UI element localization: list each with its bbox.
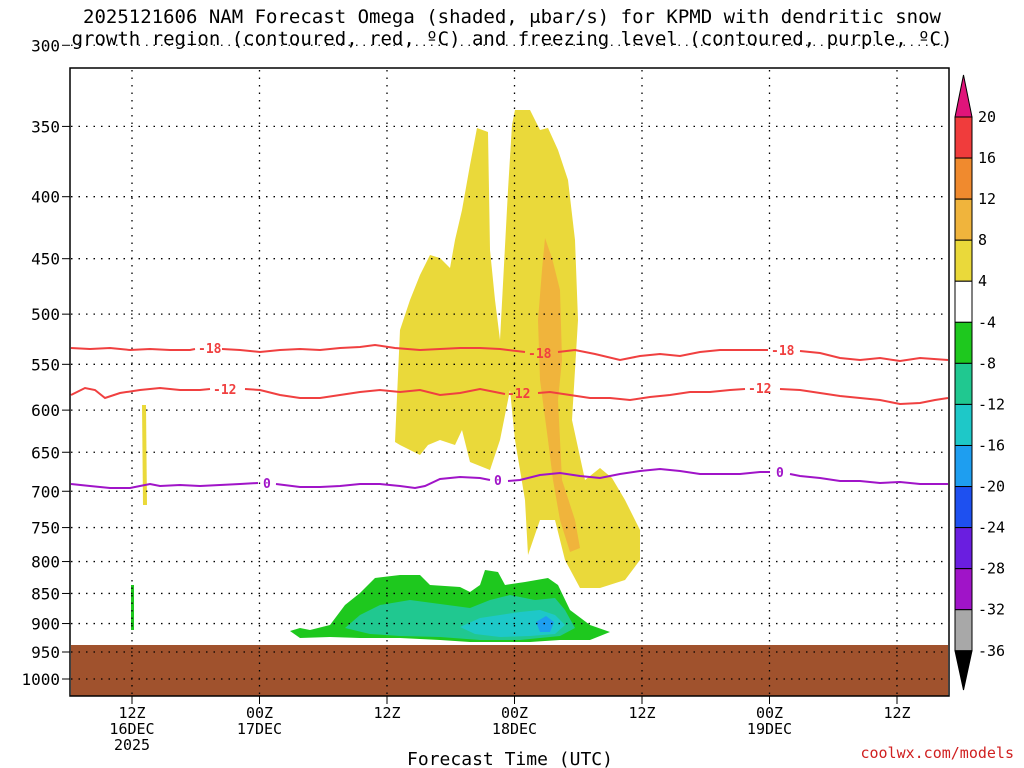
x-tick-label: 12Z bbox=[628, 704, 655, 722]
colorbar-swatch bbox=[954, 609, 973, 652]
x-tick-label: 2025 bbox=[114, 736, 150, 754]
title-line-1: 2025121606 NAM Forecast Omega (shaded, μ… bbox=[83, 6, 941, 28]
omega-positive-small bbox=[142, 405, 147, 505]
isotherm-label-zero-c: 0 bbox=[776, 466, 784, 481]
y-tick-label: 300 bbox=[31, 36, 60, 55]
isotherm-label-minus-18-c: -18 bbox=[771, 344, 795, 359]
ground-below-surface bbox=[71, 645, 948, 696]
colorbar-label: -32 bbox=[978, 601, 1005, 619]
colorbar-bottom-arrow bbox=[954, 650, 973, 691]
colorbar-label: -12 bbox=[978, 395, 1005, 413]
colorbar-label: 12 bbox=[978, 190, 996, 208]
y-tick-label: 1000 bbox=[21, 670, 60, 689]
isotherm-label-minus-12-c: -12 bbox=[748, 382, 771, 397]
x-tick-label: 18DEC bbox=[492, 720, 537, 738]
x-tick-label: 12Z bbox=[883, 704, 910, 722]
isotherm-label-zero-a: 0 bbox=[263, 477, 271, 492]
colorbar-swatch bbox=[954, 157, 973, 200]
isotherm-label-minus-18-a: -18 bbox=[198, 342, 222, 357]
y-tick-labels: 2503003504004505005506006507007508008509… bbox=[21, 36, 70, 689]
x-axis-label: Forecast Time (UTC) bbox=[407, 749, 613, 768]
isotherm-label-zero-b: 0 bbox=[494, 474, 502, 489]
x-tick-label: 00Z bbox=[756, 704, 783, 722]
colorbar-swatch bbox=[954, 321, 973, 364]
plot-area: -18 -18 -18 -12 -12 -12 0 0 0 bbox=[70, 44, 949, 696]
colorbar-label: -4 bbox=[978, 313, 996, 331]
x-tick-label: 12Z bbox=[373, 704, 400, 722]
colorbar-swatch bbox=[954, 362, 973, 405]
colorbar-swatch bbox=[954, 486, 973, 529]
colorbar-swatch bbox=[954, 527, 973, 570]
colorbar-swatch bbox=[954, 280, 973, 323]
colorbar-label: -24 bbox=[978, 519, 1005, 537]
y-tick-label: 700 bbox=[31, 482, 60, 501]
x-tick-label: 16DEC bbox=[109, 720, 154, 738]
y-tick-label: 450 bbox=[31, 250, 60, 269]
y-tick-label: 650 bbox=[31, 443, 60, 462]
omega-positive-4-8 bbox=[395, 110, 640, 588]
isotherm-label-minus-12-b: -12 bbox=[507, 387, 530, 402]
colorbar-label: -36 bbox=[978, 642, 1005, 660]
x-tick-label: 12Z bbox=[118, 704, 145, 722]
y-tick-label: 550 bbox=[31, 355, 60, 374]
x-tick-label: 00Z bbox=[501, 704, 528, 722]
colorbar-label: 20 bbox=[978, 108, 996, 126]
y-tick-label: 600 bbox=[31, 401, 60, 420]
colorbar-label: 8 bbox=[978, 231, 987, 249]
y-tick-label: 400 bbox=[31, 188, 60, 207]
y-tick-label: 850 bbox=[31, 584, 60, 603]
isotherm-label-minus-12-a: -12 bbox=[213, 383, 236, 398]
y-tick-label: 900 bbox=[31, 615, 60, 634]
colorbar-label: -16 bbox=[978, 436, 1005, 454]
colorbar-label: -20 bbox=[978, 478, 1005, 496]
footer-source: coolwx.com/models bbox=[860, 744, 1014, 762]
omega-negative-12-16 bbox=[460, 610, 565, 637]
colorbar-swatch bbox=[954, 444, 973, 488]
y-tick-label: 350 bbox=[31, 117, 60, 136]
x-tick-label: 19DEC bbox=[747, 720, 792, 738]
x-tick-label: 17DEC bbox=[237, 720, 282, 738]
colorbar-swatch bbox=[954, 568, 973, 611]
colorbar-label: -8 bbox=[978, 354, 996, 372]
colorbar-swatch bbox=[954, 403, 973, 446]
isotherm-zero bbox=[70, 467, 948, 490]
isotherm-label-minus-18-b: -18 bbox=[528, 347, 552, 362]
y-tick-label: 950 bbox=[31, 643, 60, 662]
plot-frame bbox=[69, 67, 950, 697]
x-tick-label: 00Z bbox=[246, 704, 273, 722]
colorbar-swatch bbox=[954, 116, 973, 159]
isotherm-minus-12 bbox=[70, 386, 949, 406]
colorbar-swatch bbox=[954, 198, 973, 241]
chart-title: 2025121606 NAM Forecast Omega (shaded, μ… bbox=[0, 6, 1024, 50]
omega-positive-8-12 bbox=[538, 238, 580, 552]
colorbar-label: 4 bbox=[978, 272, 987, 290]
isotherm-minus-18 bbox=[70, 343, 949, 363]
y-tick-label: 750 bbox=[31, 519, 60, 538]
title-line-2: growth region (contoured, red, ºC) and f… bbox=[71, 28, 953, 50]
colorbar-label: 16 bbox=[978, 149, 996, 167]
colorbar-swatch bbox=[954, 239, 973, 282]
colorbar-top-arrow bbox=[954, 74, 973, 118]
colorbar: 20 16 12 8 4 -4 -8 -12 -16 -20 -24 -28 -32 -36 bbox=[954, 74, 1005, 691]
y-tick-label: 800 bbox=[31, 553, 60, 572]
colorbar-label: -28 bbox=[978, 560, 1005, 578]
y-tick-label: 500 bbox=[31, 305, 60, 324]
